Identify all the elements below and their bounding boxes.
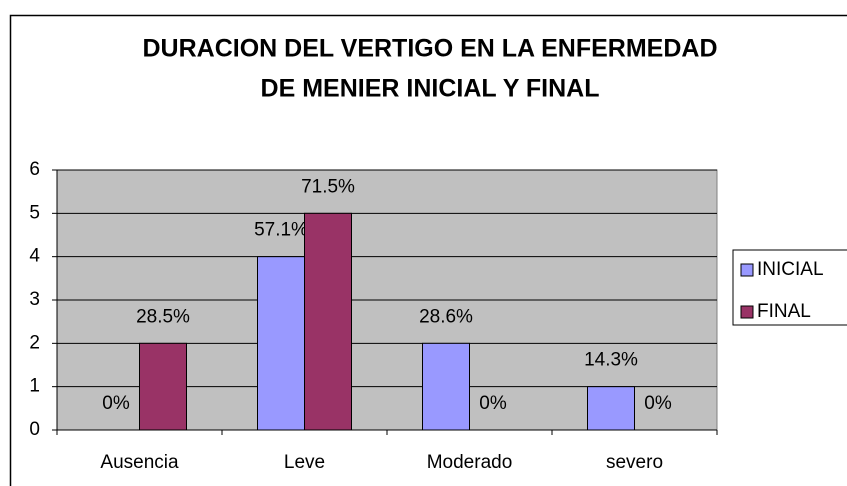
bar [304,212,352,431]
legend-label: FINAL [757,301,811,322]
x-tick-label: Leve [284,452,325,473]
y-tick-label: 2 [29,332,40,353]
y-tick-label: 4 [29,246,40,267]
bar-annotation: 28.5% [136,306,190,327]
legend-label: INICIAL [757,259,824,280]
bar-annotation: 0% [102,393,130,414]
chart-title: DE MENIER INICIAL Y FINAL [261,75,600,103]
y-tick-label: 0 [29,419,40,440]
bar-annotation: 14.3% [584,350,638,371]
x-tick-label: severo [606,452,663,473]
y-tick-label: 5 [29,202,40,223]
bar-annotation: 57.1% [254,220,308,241]
x-tick-label: Ausencia [100,452,179,473]
legend-swatch [740,263,754,277]
bar-annotation: 0% [479,393,507,414]
bar [139,342,187,431]
bar [587,386,635,431]
y-tick-label: 6 [29,159,40,180]
y-tick-label: 1 [29,376,40,397]
chart-title: DURACION DEL VERTIGO EN LA ENFERMEDAD [142,35,717,63]
bar-annotation: 71.5% [301,176,355,197]
legend-swatch [740,305,754,319]
bar [422,342,470,431]
bar-annotation: 28.6% [419,306,473,327]
y-tick-label: 3 [29,289,40,310]
bar [257,256,305,431]
x-tick-label: Moderado [427,452,513,473]
bar-annotation: 0% [644,393,672,414]
